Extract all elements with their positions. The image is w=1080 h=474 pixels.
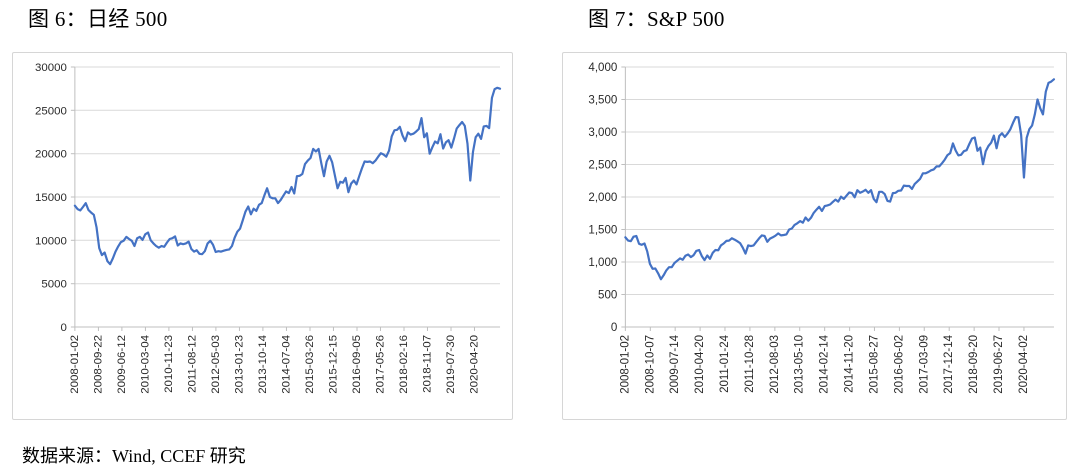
data-source-note: 数据来源：Wind, CCEF 研究 [22,446,246,466]
y-axis-tick-label: 30000 [35,62,67,74]
x-axis-tick-label: 2008-10-07 [644,335,656,394]
y-axis-tick-label: 10000 [35,235,67,247]
x-axis-tick-label: 2012-08-03 [769,335,781,394]
y-axis-tick-label: 3,500 [588,95,617,107]
x-axis-tick-label: 2018-09-20 [968,335,980,394]
x-axis-tick-label: 2015-12-15 [327,335,339,394]
x-axis-tick-label: 2016-06-02 [893,335,905,394]
y-axis-tick-label: 25000 [35,105,67,117]
x-axis-tick-label: 2008-01-02 [619,335,631,394]
x-axis-tick-label: 2011-01-24 [719,334,731,392]
x-axis-tick-label: 2008-01-02 [69,335,81,394]
x-axis-tick-label: 2018-11-07 [421,335,433,393]
nikkei-500-line-chart: 0 5000 10000 15000 20000 25000 30000 2008-01-02… [35,62,502,394]
x-axis-tick-label: 2017-05-26 [374,335,386,394]
x-axis-tick-label: 2013-01-23 [233,335,245,394]
x-axis-tick-label: 2019-07-30 [445,335,457,394]
x-axis-tick-label: 2011-10-28 [744,335,756,393]
x-axis-tick-label: 2020-04-02 [1018,335,1030,394]
x-axis-tick-label: 2010-03-04 [139,334,151,393]
x-axis-tick-label: 2009-06-12 [116,335,128,394]
y-axis-tick-label: 2,000 [588,192,617,204]
y-axis-tick-label: 1,500 [588,225,617,237]
y-axis-tick-label: 2,500 [588,160,617,172]
series-line [624,78,1056,281]
x-axis-tick-label: 2015-08-27 [868,335,880,394]
sp-500-line-chart: 0 500 1,000 1,500 2,000 2,500 3,000 3,500 4,000 2… [588,62,1056,394]
x-axis-tick-label: 2008-09-22 [92,335,104,394]
x-axis-tick-label: 2013-10-14 [257,334,269,393]
x-axis-tick-label: 2010-11-23 [163,335,175,393]
x-axis-tick-label: 2013-05-10 [794,335,806,394]
y-axis-tick-label: 5000 [41,279,66,291]
nikkei-500-chart-panel: 0 5000 10000 15000 20000 25000 30000 2008-01-02… [12,52,513,420]
y-axis-tick-label: 15000 [35,192,67,204]
x-axis-tick-label: 2017-12-14 [943,334,955,393]
sp-500-chart-panel: 0 500 1,000 1,500 2,000 2,500 3,000 3,500 4,000 2… [562,52,1067,420]
x-axis-tick-label: 2011-08-12 [186,335,198,393]
x-axis-tick-label: 2017-03-09 [918,335,930,394]
x-axis-tick-label: 2016-09-05 [351,335,363,394]
x-axis-tick-label: 2020-04-20 [468,335,480,394]
x-axis-tick-label: 2014-11-20 [844,335,856,393]
y-axis-tick-label: 500 [598,290,617,302]
y-axis-tick-label: 1,000 [588,257,617,269]
x-axis-tick-label: 2019-06-27 [993,335,1005,394]
y-axis-tick-label: 0 [611,322,617,334]
x-axis-tick-label: 2009-07-14 [669,334,681,393]
series-line [73,86,502,266]
x-axis-tick-label: 2015-03-26 [304,335,316,394]
y-axis-tick-label: 4,000 [588,62,617,74]
x-axis-tick-label: 2018-02-16 [398,335,410,394]
y-axis-tick-label: 3,000 [588,127,617,139]
x-axis-tick-label: 2012-05-03 [210,335,222,394]
y-axis-tick-label: 20000 [35,149,67,161]
x-axis-tick-label: 2014-07-04 [280,334,292,393]
x-axis-tick-label: 2014-02-14 [819,334,831,393]
chart-title-sp-500: 图 7：S&P 500 [588,7,725,31]
chart-title-nikkei-500: 图 6：日经 500 [28,7,168,31]
y-axis-tick-label: 0 [61,322,67,334]
x-axis-tick-label: 2010-04-20 [694,335,706,394]
